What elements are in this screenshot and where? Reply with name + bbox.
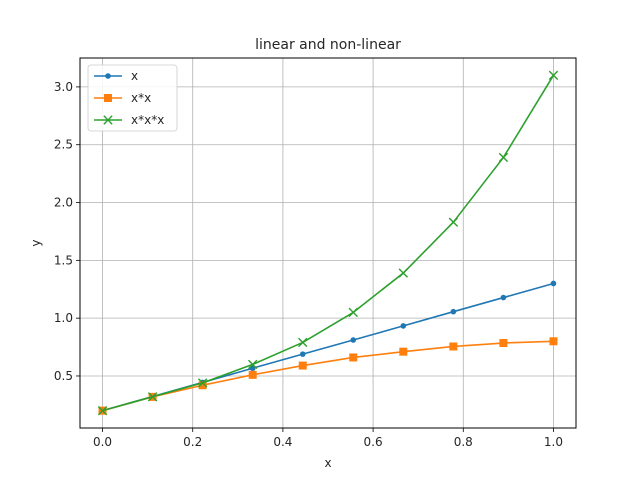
legend: x x*x x*x*x xyxy=(87,64,178,132)
x-tick-label: 0.6 xyxy=(364,435,383,449)
chart-title: linear and non-linear xyxy=(255,37,401,53)
y-tick-label: 2.0 xyxy=(54,196,73,210)
data-point xyxy=(299,351,306,357)
data-point-stroke xyxy=(298,337,308,348)
data-point-stroke xyxy=(147,392,158,402)
data-point xyxy=(97,405,108,416)
data-point xyxy=(548,70,559,81)
data-point xyxy=(248,370,257,379)
data-point-stroke xyxy=(248,359,258,370)
data-point xyxy=(350,337,357,343)
data-point xyxy=(248,359,258,370)
x-tick-label: 0.8 xyxy=(454,435,473,449)
ticks: 0.0 0.2 0.4 0.6 0.8 1.0 0.5 1.0 1.5 2.0 2.5 3.0 xyxy=(54,80,563,449)
data-point xyxy=(349,353,358,362)
legend-box xyxy=(87,64,178,132)
data-point xyxy=(398,268,408,278)
x-tick-label: 0.2 xyxy=(183,435,202,449)
y-tick-label: 0.5 xyxy=(54,369,73,383)
series-3 xyxy=(97,70,559,416)
data-point-stroke xyxy=(548,70,559,81)
data-point xyxy=(197,378,208,388)
x-tick-label: 0.4 xyxy=(273,435,292,449)
y-tick-label: 2.5 xyxy=(54,138,73,152)
x-axis-label: x xyxy=(324,456,331,470)
y-tick-label: 1.5 xyxy=(54,253,73,267)
data-point xyxy=(249,365,256,372)
data-point xyxy=(500,294,507,301)
x-tick-label: 0.0 xyxy=(93,435,112,449)
series-line xyxy=(102,74,555,412)
data-point xyxy=(348,307,358,318)
y-axis-label: y xyxy=(29,239,43,246)
data-point xyxy=(449,342,458,351)
data-point-stroke xyxy=(97,405,108,416)
data-point xyxy=(198,381,207,390)
data-point xyxy=(498,152,509,163)
data-point xyxy=(399,347,408,356)
data-point xyxy=(450,308,457,315)
series-layer xyxy=(97,70,559,416)
legend-marker-stroke xyxy=(103,115,113,125)
data-point xyxy=(147,392,158,402)
legend-marker xyxy=(104,94,112,102)
data-point xyxy=(298,337,308,348)
data-point xyxy=(298,361,307,370)
data-point xyxy=(448,217,459,227)
data-point xyxy=(499,339,508,348)
legend-label: x*x*x xyxy=(131,113,164,127)
plot-frame xyxy=(79,57,577,429)
legend-marker xyxy=(103,115,113,125)
data-point-stroke xyxy=(498,152,509,163)
legend-label: x xyxy=(131,69,138,83)
data-point xyxy=(549,337,558,346)
y-tick-label: 3.0 xyxy=(54,80,73,94)
data-point-stroke xyxy=(398,268,408,278)
series-line xyxy=(102,340,554,412)
data-point-stroke xyxy=(448,217,459,227)
legend-label: x*x xyxy=(131,91,151,105)
legend-item: x*x xyxy=(94,91,151,105)
legend-item: x xyxy=(94,69,138,83)
grid xyxy=(80,58,576,428)
data-point xyxy=(400,323,407,329)
x-tick-label: 1.0 xyxy=(544,435,563,449)
legend-marker xyxy=(105,73,111,79)
y-tick-label: 1.0 xyxy=(54,311,73,325)
legend-item: x*x*x xyxy=(94,113,164,127)
data-point-stroke xyxy=(348,307,358,318)
data-point-stroke xyxy=(197,378,208,388)
data-point xyxy=(550,280,557,287)
